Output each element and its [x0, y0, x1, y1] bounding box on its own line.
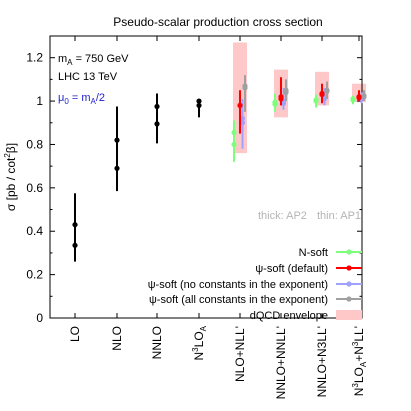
fixed-order-point-1: [114, 106, 120, 192]
y-tick-label: 1.2: [26, 51, 43, 65]
legend-marker-0: [346, 249, 352, 255]
series-1-point-0: [237, 90, 243, 134]
data-points: [72, 75, 367, 262]
x-tick-label: N3LOA: [191, 325, 208, 360]
x-tick-label: NLO+NLL': [233, 326, 247, 382]
data-point: [324, 88, 330, 94]
thick-note: thick: AP2: [258, 210, 307, 222]
x-tick-label: LO: [68, 326, 82, 342]
thin-note: thin: AP1: [317, 210, 361, 222]
data-point: [239, 120, 246, 126]
legend-marker-2: [346, 281, 352, 287]
data-point: [272, 101, 278, 107]
data-point: [321, 96, 328, 102]
series-3-point-1: [283, 79, 289, 102]
series-0-point-2: [313, 94, 319, 108]
mass-annotation: mA = 750 GeV: [58, 53, 129, 67]
legend-label-envelope: dQCD envelope: [250, 310, 328, 322]
data-point: [242, 85, 248, 91]
x-tick-label: NLO: [110, 326, 124, 351]
data-point: [356, 95, 362, 101]
scale-annotation: μ0 = mA/2: [58, 92, 105, 106]
collider-annotation: LHC 13 TeV: [58, 71, 118, 83]
fixed-order-point-0: [72, 193, 78, 262]
legend: N-soft ψ-soft (default) ψ-soft (no constan…: [148, 247, 362, 322]
data-point: [361, 94, 367, 100]
series-3-point-2: [324, 81, 330, 99]
data-point: [280, 100, 287, 106]
y-axis-label: σ [pb / cot2β]: [3, 143, 18, 211]
data-point: [154, 121, 160, 127]
y-tick-label: 0: [36, 311, 43, 325]
series-1-point-3: [356, 90, 362, 102]
series-1-point-1: [278, 77, 284, 106]
legend-label-3: ψ-soft (all constants in the exponent): [149, 294, 328, 306]
y-tick-label: 0.8: [26, 137, 43, 151]
legend-marker-1: [346, 265, 352, 271]
legend-label-0: N-soft: [299, 247, 328, 259]
legend-label-1: ψ-soft (default): [255, 263, 328, 275]
data-point: [114, 165, 120, 171]
data-point: [319, 91, 325, 98]
data-point: [313, 98, 319, 104]
x-tick-label: NNLO: [150, 326, 164, 359]
series-3-point-0: [242, 75, 248, 112]
fixed-order-point-3: [196, 98, 202, 118]
data-point: [231, 129, 237, 136]
y-axis: 0 0.2 0.4 0.6 0.8 1 1.2: [26, 35, 362, 325]
data-point: [154, 103, 160, 110]
legend-swatch-envelope: [336, 310, 362, 320]
annotations: mA = 750 GeV LHC 13 TeV μ0 = mA/2 thick: AP…: [58, 53, 361, 222]
series-2-point-0: [239, 98, 246, 149]
x-tick-label: NNLO+NNLL': [274, 326, 288, 399]
y-tick-label: 0.2: [26, 268, 43, 282]
series-0-point-3: [350, 95, 356, 105]
plot-frame: [49, 35, 363, 319]
x-tick-label: N3LOA+N3LL': [351, 326, 368, 396]
plot-border: [49, 35, 363, 319]
data-point: [72, 242, 78, 248]
y-tick-label: 1: [36, 94, 43, 108]
data-point: [72, 222, 78, 228]
chart-title: Pseudo-scalar production cross section: [113, 15, 322, 29]
data-point: [114, 137, 120, 143]
fixed-order-point-2: [154, 93, 160, 144]
data-point: [196, 102, 202, 109]
series-1-point-2: [319, 83, 325, 104]
envelope-layer: [233, 42, 366, 154]
legend-label-2: ψ-soft (no constants in the exponent): [148, 279, 328, 291]
data-point: [196, 98, 202, 104]
data-point: [231, 141, 237, 148]
series-0-point-1: [272, 93, 278, 112]
data-point: [350, 97, 356, 103]
data-point: [239, 115, 246, 122]
data-point: [237, 102, 243, 109]
series-0-point-0: [231, 120, 237, 162]
x-axis: LO NLO NNLO N3LOA NLO+NLL' NNLO+NNLL' NNLO+N3L…: [68, 36, 368, 399]
legend-marker-3: [346, 296, 352, 302]
x-tick-label: NNLO+N3LL': [315, 326, 329, 397]
y-tick-label: 0.6: [26, 181, 43, 195]
data-point: [278, 96, 284, 102]
series-3-point-3: [361, 90, 367, 102]
data-point: [283, 89, 289, 95]
y-tick-label: 0.4: [26, 224, 43, 238]
